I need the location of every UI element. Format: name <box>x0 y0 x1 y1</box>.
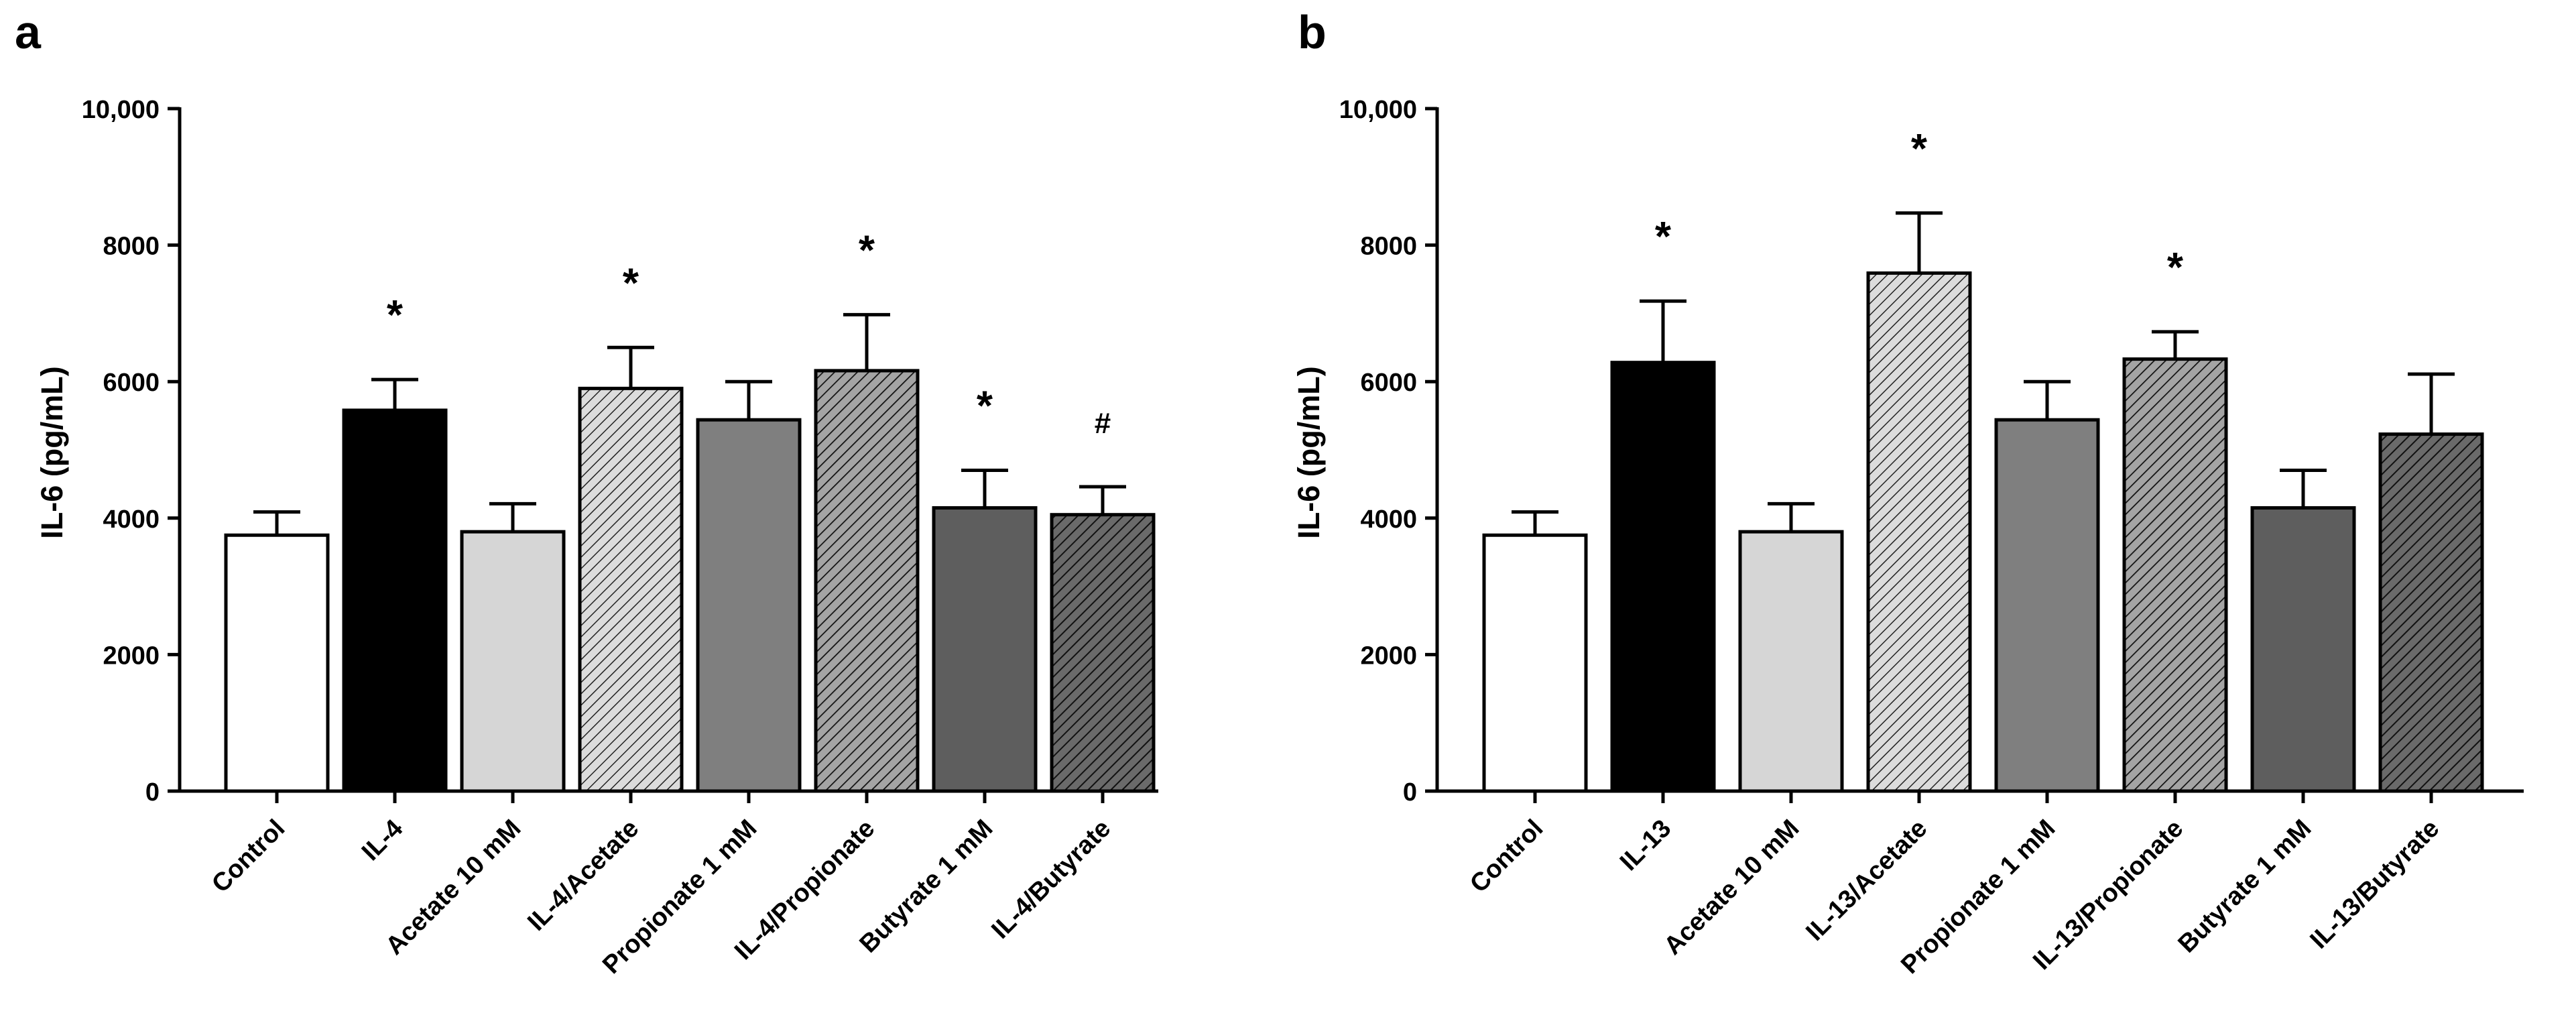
significance-mark: * <box>859 227 875 274</box>
bars-b: 0 2000 4000 6000 8000 10,000 Control * IL-13Acet… <box>1339 96 2524 979</box>
y-tick-label: 6000 <box>103 369 160 397</box>
x-tick-label: IL-13/Butyrate <box>2305 815 2445 955</box>
significance-mark: * <box>2167 245 2184 291</box>
bar <box>696 418 802 793</box>
significance-mark: * <box>977 383 993 430</box>
x-tick-label: IL-4/Butyrate <box>986 815 1116 945</box>
y-tick-label: 2000 <box>103 642 160 670</box>
bar <box>932 506 1038 793</box>
x-tick-label: IL-13 <box>1615 815 1676 876</box>
bar <box>578 386 684 793</box>
bar <box>1482 533 1588 793</box>
y-tick-label: 6000 <box>1360 369 1417 397</box>
bar <box>1866 271 1972 793</box>
bars-a: 0200040006000800010,000Control*IL-4Aceta… <box>82 96 1158 979</box>
y-tick-label: 8000 <box>103 233 160 261</box>
y-tick-label: 10,000 <box>1339 96 1417 124</box>
panel-label-a: a <box>15 6 42 58</box>
bar <box>2122 357 2228 793</box>
y-tick-label: 2000 <box>1360 642 1417 670</box>
y-axis-label-a: IL-6 (pg/mL) <box>35 366 69 538</box>
bar <box>460 530 566 793</box>
significance-mark: # <box>1095 407 1111 440</box>
bar <box>1610 361 1716 793</box>
y-axis-label-b: IL-6 (pg/mL) <box>1292 366 1326 538</box>
y-tick-label: 8000 <box>1360 233 1417 261</box>
bar <box>1738 530 1844 793</box>
bar <box>1050 513 1156 793</box>
bar <box>2378 432 2484 793</box>
x-tick-label: Control <box>206 815 290 898</box>
y-tick-label: 0 <box>1403 778 1417 807</box>
panel-label-b: b <box>1298 6 1327 58</box>
panel-b: b IL-6 (pg/mL) 0 2000 4000 6000 8000 10,000 Co… <box>1292 6 2524 979</box>
y-tick-label: 10,000 <box>82 96 160 124</box>
bar <box>2250 506 2356 793</box>
x-tick-label: IL-4/Acetate <box>522 815 644 937</box>
significance-mark: * <box>387 292 404 339</box>
y-tick-label: 4000 <box>1360 506 1417 534</box>
y-tick-label: 0 <box>145 778 160 807</box>
y-tick-label: 4000 <box>103 506 160 534</box>
bar <box>1994 418 2100 793</box>
bar <box>814 369 920 793</box>
x-tick-label: IL-4 <box>357 815 408 866</box>
x-tick-label: IL-13/Acetate <box>1800 815 1933 947</box>
significance-mark: * <box>1911 126 1928 172</box>
panel-a: a IL-6 (pg/mL) 0 2000 4000 6000 8000 10,000 Co… <box>15 6 1158 979</box>
x-tick-label: Control <box>1465 815 1548 898</box>
bar <box>224 533 330 793</box>
x-tick-label: Acetate 10 mM <box>1658 815 1804 961</box>
significance-mark: * <box>623 260 639 306</box>
x-tick-label: Butyrate 1 mM <box>2173 815 2317 959</box>
significance-mark: * <box>1655 214 1672 260</box>
bar <box>342 408 448 793</box>
